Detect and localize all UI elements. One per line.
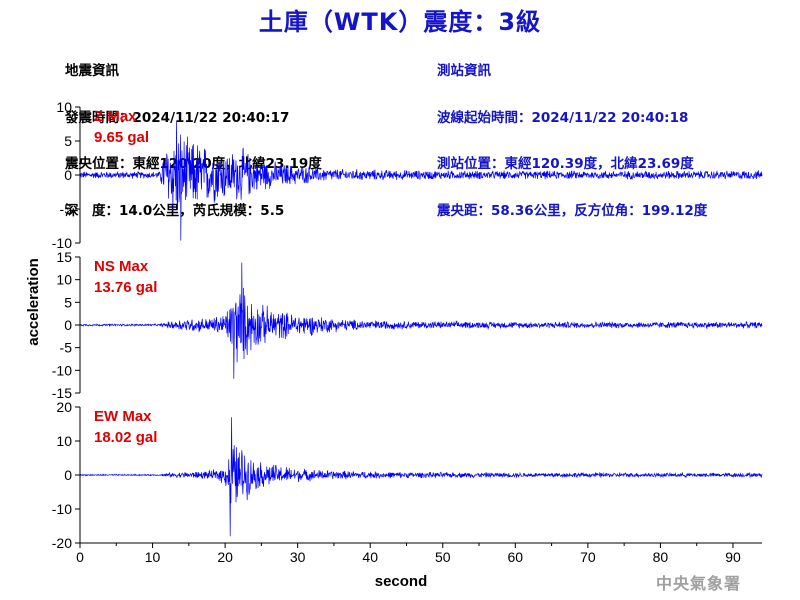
ew-y-tick-label: -10 xyxy=(52,501,72,517)
z-max-title: Z Max xyxy=(94,108,137,125)
x-tick-label: 90 xyxy=(725,549,741,565)
x-tick-label: 80 xyxy=(653,549,669,565)
x-tick-label: 60 xyxy=(508,549,524,565)
depth-magnitude: 深 度：14.0公里，芮氏規模：5.5 xyxy=(65,202,285,219)
z-y-tick-label: -5 xyxy=(60,201,73,217)
x-tick-label: 40 xyxy=(362,549,378,565)
agency-watermark: 中央氣象署 xyxy=(656,574,742,593)
ns-y-tick-label: 10 xyxy=(56,272,72,288)
wave-start-time: 波線起始時間：2024/11/22 20:40:18 xyxy=(437,109,689,126)
ns-max-title: NS Max xyxy=(94,258,149,275)
quake-info: 地震資訊 發震時間：2024/11/22 20:40:17 震央位置：東經120… xyxy=(65,33,322,250)
ns-y-tick-label: 15 xyxy=(56,249,72,265)
quake-info-heading: 地震資訊 xyxy=(65,63,119,79)
ew-trace xyxy=(79,417,763,537)
ns-y-tick-label: -15 xyxy=(52,385,72,401)
x-tick-label: 0 xyxy=(76,549,84,565)
distance-azimuth: 震央距：58.36公里，反方位角：199.12度 xyxy=(437,202,708,219)
z-y-tick-label: -10 xyxy=(52,235,72,251)
origin-time: 發震時間：2024/11/22 20:40:17 xyxy=(65,109,290,126)
x-tick-label: 20 xyxy=(217,549,233,565)
x-tick-label: 50 xyxy=(435,549,451,565)
z-y-tick-label: 10 xyxy=(56,99,72,115)
z-y-tick-label: 0 xyxy=(64,167,72,183)
ns-y-tick-label: 0 xyxy=(64,317,72,333)
x-tick-label: 10 xyxy=(145,549,161,565)
ns-max-value: 13.76 gal xyxy=(94,279,157,296)
x-tick-label: 30 xyxy=(290,549,306,565)
ns-trace xyxy=(79,262,763,379)
ew-max-value: 18.02 gal xyxy=(94,429,157,446)
x-axis-label: second xyxy=(375,573,428,590)
ew-y-tick-label: 0 xyxy=(64,467,72,483)
z-trace xyxy=(79,120,763,241)
z-max-value: 9.65 gal xyxy=(94,129,149,146)
z-y-tick-label: 5 xyxy=(64,133,72,149)
ew-y-tick-label: 10 xyxy=(56,433,72,449)
page-title: 土庫（WTK）震度：3級 xyxy=(258,8,542,36)
ns-y-tick-label: 5 xyxy=(64,294,72,310)
station-info: 測站資訊 波線起始時間：2024/11/22 20:40:18 測站位置：東經1… xyxy=(437,33,707,250)
ns-y-tick-label: -10 xyxy=(52,362,72,378)
station-location: 測站位置：東經120.39度，北緯23.69度 xyxy=(437,156,694,172)
ew-y-tick-label: -20 xyxy=(52,535,72,551)
ns-y-tick-label: -5 xyxy=(60,340,73,356)
x-tick-label: 70 xyxy=(580,549,596,565)
station-info-heading: 測站資訊 xyxy=(437,63,491,79)
ew-max-title: EW Max xyxy=(94,408,152,425)
y-axis-label: acceleration xyxy=(25,258,42,346)
ew-y-tick-label: 20 xyxy=(56,399,72,415)
